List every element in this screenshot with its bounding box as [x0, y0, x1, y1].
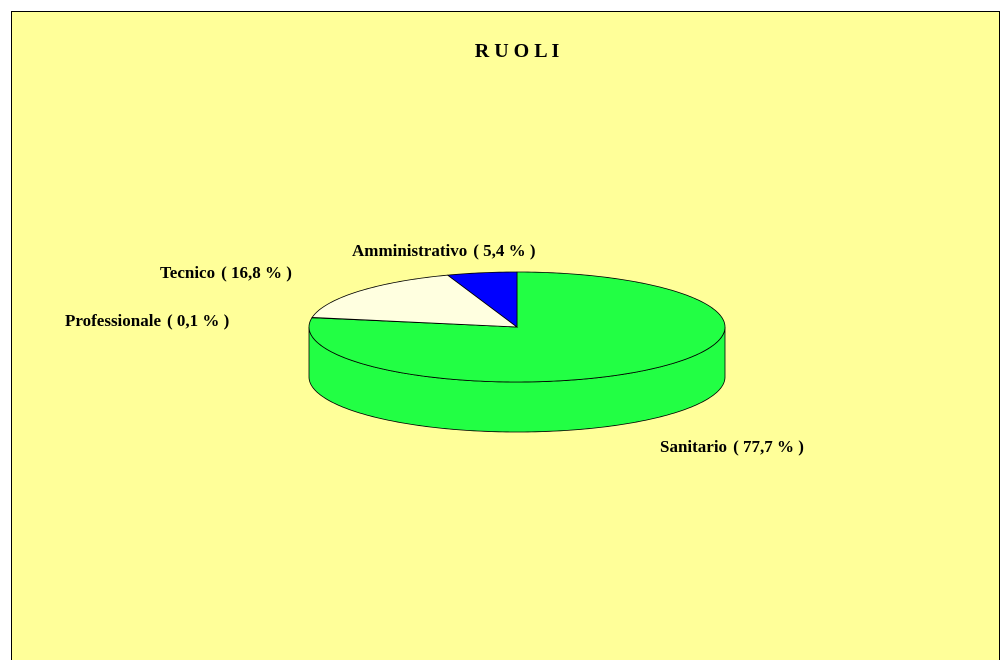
slice	[446, 271, 518, 328]
value-label: ( 77,7 % )	[733, 437, 804, 456]
chart-title: R U O L I	[475, 40, 560, 62]
data-label: Professionale ( 0,1 % )	[65, 311, 229, 330]
slice	[311, 274, 519, 328]
value-label: ( 16,8 % )	[221, 263, 292, 282]
category-label: Sanitario	[660, 437, 727, 456]
value-label: ( 5,4 % )	[473, 241, 535, 260]
data-label: Tecnico ( 16,8 % )	[160, 263, 292, 282]
category-label: Amministrativo	[352, 241, 467, 260]
data-label: Sanitario ( 77,7 % )	[660, 437, 804, 456]
data-label: Amministrativo ( 5,4 % )	[352, 241, 536, 260]
category-label: Tecnico	[160, 263, 215, 282]
category-label: Professionale	[65, 311, 161, 330]
value-label: ( 0,1 % )	[167, 311, 229, 330]
